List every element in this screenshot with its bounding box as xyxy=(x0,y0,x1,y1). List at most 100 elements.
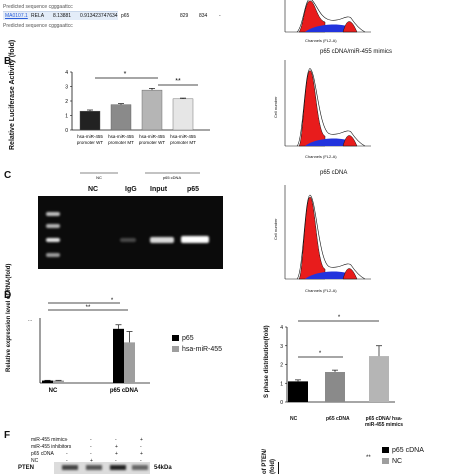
s-bar xyxy=(369,356,389,402)
motif-id-link[interactable]: MA0107.1 xyxy=(5,13,28,19)
kda-label: 54kDa xyxy=(154,465,172,471)
b-bar xyxy=(172,98,194,131)
panel-b-letter: B xyxy=(4,56,12,67)
design-mark: - xyxy=(90,451,92,457)
s-bar xyxy=(325,372,345,402)
b-category-label: promoter WT xyxy=(77,140,104,145)
row-label-nc: NC xyxy=(31,458,39,464)
d-bar xyxy=(53,380,64,383)
legend-label: p65 cDNA xyxy=(392,447,424,454)
f-ylabel-partial: of PTEN/ xyxy=(262,449,268,474)
design-mark: + xyxy=(140,451,143,457)
design-mark: - xyxy=(140,458,142,464)
d-bar xyxy=(113,328,124,383)
ladder-band xyxy=(46,238,60,242)
flow2-xlabel: Channels (FL2-A) xyxy=(305,154,337,159)
design-mark: + xyxy=(115,444,118,450)
s-bar xyxy=(288,381,308,402)
lane-label-nc: NC xyxy=(88,186,99,193)
d-sig-star-1: * xyxy=(111,298,114,304)
b-tick-label: 1 xyxy=(65,114,68,120)
motif-start: 829 xyxy=(180,13,189,19)
motif-row xyxy=(3,11,118,20)
legend-label: p65 xyxy=(182,335,194,342)
sphase-xlabel-nc: NC xyxy=(290,416,298,422)
flow-histogram-1 xyxy=(284,0,371,33)
predicted-sequence-1: Predicted sequence cgggaattcc xyxy=(3,4,73,10)
b-tick-label: 2 xyxy=(65,99,68,105)
flow-histogram-3 xyxy=(284,185,371,280)
predicted-sequence-2: Predicted sequence cgggaattcc xyxy=(3,23,73,29)
design-mark: + xyxy=(115,451,118,457)
panel-f-letter: F xyxy=(4,430,11,441)
design-mark: + xyxy=(140,437,143,443)
sig-star-2: ** xyxy=(175,78,181,85)
s-tick-label: 2 xyxy=(280,363,283,369)
blot-band xyxy=(86,465,102,470)
g1-peak xyxy=(298,0,326,33)
motif-gene: p65 xyxy=(121,13,130,19)
western-blot-strip xyxy=(54,462,150,474)
blot-band xyxy=(110,465,126,470)
d-bar xyxy=(124,342,135,383)
legend-swatch xyxy=(382,447,389,454)
f-yaxis xyxy=(278,462,279,474)
legend-label: hsa-miR-455 xyxy=(182,346,223,353)
ladder-band xyxy=(46,212,60,216)
sphase-chart: 0 1 2 3 4 * * xyxy=(280,315,395,406)
sphase-xlabel-combo: p65 cDNA/ hsa-miR-455 mimics xyxy=(364,416,404,428)
d-xlabel-p65: p65 cDNA xyxy=(110,388,139,394)
g1-peak xyxy=(298,196,326,280)
f-ylabel-partial-2: (fold) xyxy=(270,459,276,474)
lane-label-p65: p65 xyxy=(187,186,200,193)
design-mark: - xyxy=(90,437,92,443)
sphase-xlabel-p65: p65 cDNA xyxy=(326,416,350,422)
s-tick-label: 4 xyxy=(280,325,283,331)
b-category-label: promoter WT xyxy=(139,140,166,145)
row-label-inhibitors: miR-455 inhibitors xyxy=(31,444,72,450)
flow3-title: p65 cDNA xyxy=(320,170,348,176)
axis-break: ... xyxy=(28,317,32,323)
b-category-label: hsa-miR-455 xyxy=(108,134,134,139)
b-category-label: hsa-miR-455 xyxy=(77,134,103,139)
d-sig-star-2: ** xyxy=(86,305,91,311)
motif-strand: - xyxy=(219,13,221,19)
blot-band xyxy=(132,465,148,470)
g2-peak xyxy=(342,135,358,147)
fit-outline xyxy=(296,194,366,280)
design-mark: - xyxy=(66,451,68,457)
group-label-p65: p65 cDNA xyxy=(163,175,182,180)
igg-band xyxy=(120,238,136,242)
blot-band xyxy=(62,465,78,470)
b-category-label: promoter MT xyxy=(170,140,196,145)
ladder-band xyxy=(46,224,60,228)
b-category-label: hsa-miR-455 xyxy=(139,134,165,139)
design-mark: - xyxy=(90,444,92,450)
flow2-title: p65 cDNA/miR-455 mimics xyxy=(320,49,393,55)
design-mark: - xyxy=(140,444,142,450)
design-mark: - xyxy=(115,458,117,464)
agarose-gel xyxy=(38,196,223,269)
lane-label-igg: IgG xyxy=(125,186,137,193)
flow3-xlabel: Channels (FL2-A) xyxy=(305,288,337,293)
b-category-label: hsa-miR-455 xyxy=(170,134,196,139)
b-tick-label: 0 xyxy=(65,128,68,134)
b-category-label: promoter MT xyxy=(108,140,134,145)
b-bar xyxy=(141,89,163,131)
ladder-band xyxy=(46,253,60,257)
s-tick-label: 1 xyxy=(280,381,283,387)
legend-label: NC xyxy=(392,458,403,465)
b-tick-label: 4 xyxy=(65,70,68,76)
panel-d-chart: * ** ... NC p65 cDNA xyxy=(28,298,150,394)
design-mark: + xyxy=(90,458,93,464)
pten-label: PTEN xyxy=(18,465,35,471)
row-label-p65: p65 cDNA xyxy=(31,451,54,457)
f-legend-p65: p65 cDNA xyxy=(382,447,424,454)
design-mark: - xyxy=(115,437,117,443)
s-tick-label: 3 xyxy=(280,344,283,350)
d-xlabel-nc: NC xyxy=(49,388,58,394)
g1-peak xyxy=(298,70,326,147)
panel-d-letter: D xyxy=(4,290,12,301)
s-sig-star-1: * xyxy=(319,351,322,357)
